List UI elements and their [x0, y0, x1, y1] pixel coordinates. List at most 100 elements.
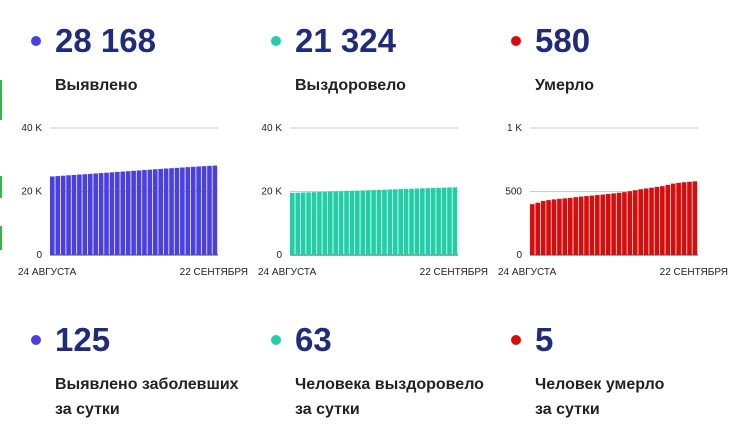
- deaths-bar: [660, 186, 665, 255]
- detected-bar: [180, 167, 185, 255]
- recovered-bar: [338, 191, 344, 255]
- deaths-bar: [616, 192, 622, 255]
- deaths-bar: [665, 184, 671, 255]
- recovered-daily-label-line2: за сутки: [295, 401, 360, 418]
- recovered-bar: [300, 192, 306, 255]
- recovered-bar: [392, 189, 398, 255]
- recovered-bar: [344, 191, 349, 255]
- detected-daily-dot: [31, 335, 41, 345]
- detected-bar: [131, 170, 136, 255]
- deaths-bar: [535, 202, 541, 255]
- detected-bar: [87, 173, 93, 255]
- deaths-bar: [540, 201, 546, 255]
- detected-bar: [158, 168, 164, 255]
- detected-bar: [120, 171, 126, 255]
- deaths-daily: 5: [535, 321, 554, 358]
- detected-bar: [190, 166, 196, 255]
- left-accent-bar-top: [0, 80, 2, 120]
- panel-recovered: 21 324 Выздоровело 0 20 K 40 K 24 АВГУСТА 22…: [258, 0, 498, 431]
- recovered-bar: [349, 190, 355, 255]
- detected-y-tick-label: 20 K: [21, 187, 42, 198]
- detected-x-end-label: 22 СЕНТЯБРЯ: [180, 267, 248, 278]
- recovered-bar: [436, 187, 441, 255]
- detected-y-tick-label: 40 K: [21, 123, 42, 134]
- recovered-y-tick-label: 0: [276, 250, 282, 261]
- deaths-bar: [546, 200, 551, 255]
- detected-dot: [31, 36, 41, 46]
- recovered-x-end-label: 22 СЕНТЯБРЯ: [420, 267, 488, 278]
- deaths-bar: [692, 181, 698, 255]
- deaths-bar: [654, 186, 660, 255]
- deaths-bar: [687, 181, 692, 255]
- recovered-bar: [376, 189, 382, 255]
- detected-bar: [207, 165, 212, 255]
- left-accent-bar-middle: [0, 176, 2, 198]
- recovered-bar: [420, 188, 425, 255]
- detected-bar: [142, 170, 147, 255]
- detected-bar: [163, 168, 169, 255]
- recovered-bar: [333, 191, 338, 255]
- detected-bar: [115, 171, 120, 255]
- detected-bar: [212, 165, 218, 255]
- recovered-bar: [371, 190, 376, 255]
- recovered-bar: [452, 187, 458, 255]
- detected-bar: [201, 166, 207, 255]
- detected-bar: [174, 167, 180, 255]
- deaths-bar: [643, 188, 649, 255]
- deaths-bar: [638, 189, 644, 255]
- detected-bar: [125, 171, 131, 255]
- recovered-bar: [290, 192, 295, 255]
- deaths-bar: [578, 196, 584, 255]
- deaths-bar: [611, 193, 616, 255]
- deaths-bar: [670, 183, 676, 255]
- detected-bar: [93, 173, 98, 255]
- recovered-total: 21 324: [295, 22, 396, 59]
- deaths-bar: [584, 196, 589, 255]
- recovered-bar: [317, 191, 322, 255]
- detected-y-tick-label: 0: [36, 250, 42, 261]
- recovered-bar: [398, 189, 404, 255]
- recovered-bar: [295, 192, 301, 255]
- deaths-daily-label-line1: Человек умерло: [535, 376, 665, 393]
- detected-daily-label-line2: за сутки: [55, 401, 120, 418]
- deaths-bar: [676, 182, 681, 255]
- recovered-chart: 0 20 K 40 K 24 АВГУСТА 22 СЕНТЯБРЯ: [258, 123, 488, 278]
- deaths-y-tick-label: 500: [505, 187, 522, 198]
- deaths-daily-label-line2: за сутки: [535, 401, 600, 418]
- detected-bar: [109, 172, 115, 255]
- deaths-bar: [632, 190, 638, 255]
- detected-bar: [55, 176, 61, 255]
- detected-total-label: Выявлено: [55, 77, 138, 94]
- deaths-bar: [649, 187, 654, 255]
- detected-bar: [77, 174, 82, 255]
- recovered-bar: [355, 190, 360, 255]
- recovered-bar: [447, 187, 452, 255]
- deaths-bar: [551, 199, 557, 255]
- detected-total: 28 168: [55, 22, 156, 59]
- detected-x-start-label: 24 АВГУСТА: [18, 267, 77, 278]
- panel-deaths: 580 Умерло 0 500 1 K 24 АВГУСТА 22 СЕНТЯБРЯ …: [498, 0, 738, 431]
- detected-bar: [50, 176, 55, 255]
- detected-chart: 0 20 K 40 K 24 АВГУСТА 22 СЕНТЯБРЯ: [18, 123, 248, 278]
- detected-bar: [98, 173, 104, 255]
- recovered-y-tick-label: 20 K: [261, 187, 282, 198]
- recovered-bar: [327, 191, 333, 255]
- recovered-y-tick-label: 40 K: [261, 123, 282, 134]
- left-accent-bar-bottom: [0, 226, 2, 250]
- detected-bar: [82, 174, 88, 255]
- detected-bar: [152, 169, 158, 255]
- recovered-dot: [271, 36, 281, 46]
- detected-bar: [196, 166, 201, 255]
- deaths-bar: [567, 197, 573, 255]
- detected-bar: [147, 169, 153, 255]
- recovered-bar: [403, 188, 409, 255]
- deaths-bar: [562, 198, 568, 255]
- recovered-daily-label-line1: Человека выздоровело: [295, 376, 484, 393]
- recovered-bar: [425, 188, 431, 255]
- detected-bar: [66, 175, 71, 255]
- detected-bar: [136, 170, 142, 255]
- deaths-bar: [589, 195, 595, 255]
- detected-bar: [60, 175, 66, 255]
- recovered-x-start-label: 24 АВГУСТА: [258, 267, 317, 278]
- deaths-bar: [557, 198, 562, 255]
